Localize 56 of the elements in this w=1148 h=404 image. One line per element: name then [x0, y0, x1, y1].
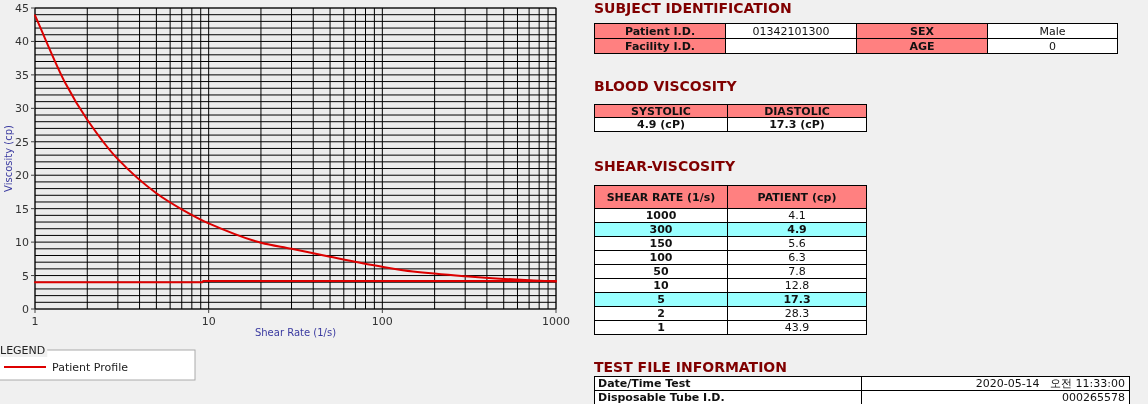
- text: 6.3: [788, 251, 806, 264]
- text: 7.8: [788, 265, 806, 278]
- y-tick-label: 5: [22, 269, 29, 283]
- text: SYSTOLIC: [631, 104, 691, 118]
- text: 10: [653, 279, 669, 292]
- text: DIASTOLIC: [764, 104, 830, 118]
- text: SHEAR-VISCOSITY: [594, 158, 736, 174]
- text: Date/Time Test: [598, 377, 691, 390]
- y-tick-label: 45: [15, 2, 29, 15]
- x-tick-label: 1: [31, 315, 39, 328]
- text: BLOOD VISCOSITY: [594, 78, 737, 94]
- text: 17.3: [783, 293, 811, 306]
- x-axis-title: Shear Rate (1/s): [254, 327, 337, 338]
- text: 300: [649, 223, 673, 236]
- text: PATIENT (cp): [757, 190, 837, 204]
- x-tick-label: 1000: [542, 315, 570, 328]
- text: SUBJECT IDENTIFICATION: [594, 0, 792, 16]
- text: Facility I.D.: [625, 39, 695, 53]
- text: TEST FILE INFORMATION: [594, 359, 787, 375]
- text: AGE: [909, 39, 935, 53]
- text: 5.6: [788, 237, 806, 250]
- text: 50: [653, 265, 669, 278]
- x-tick-label: 100: [371, 315, 393, 328]
- y-tick-label: 20: [15, 169, 29, 183]
- y-axis-title: Viscosity (cp): [3, 124, 14, 192]
- text: 43.9: [784, 321, 810, 334]
- text: 17.3 (cP): [769, 118, 825, 131]
- text: 01342101300: [752, 24, 830, 38]
- text: 2: [657, 307, 665, 320]
- y-tick-label: 40: [15, 35, 29, 49]
- y-tick-label: 35: [15, 68, 29, 82]
- text: 000265578: [1062, 391, 1125, 404]
- text: 0: [1049, 39, 1056, 53]
- text: 28.3: [784, 307, 810, 320]
- y-tick-label: 0: [22, 303, 29, 316]
- text: Male: [1039, 24, 1066, 38]
- text: 5: [657, 293, 665, 306]
- text: 4.9 (cP): [637, 118, 685, 131]
- text: Disposable Tube I.D.: [598, 391, 725, 404]
- text: 150: [649, 237, 673, 250]
- text: 100: [649, 251, 673, 264]
- y-tick-label: 10: [15, 236, 29, 250]
- y-tick-label: 30: [15, 102, 29, 116]
- text: 2020-05-14 오전 11:33:00: [975, 376, 1125, 391]
- text: 4.1: [788, 209, 806, 222]
- text: Patient I.D.: [624, 24, 696, 38]
- text: SEX: [910, 24, 934, 38]
- text: 4.9: [787, 223, 807, 236]
- text: 12.8: [784, 279, 810, 292]
- y-tick-label: 25: [15, 135, 29, 149]
- text: 1000: [645, 209, 677, 222]
- x-tick-label: 10: [201, 315, 216, 328]
- text: SHEAR RATE (1/s): [606, 190, 716, 204]
- legend-label: Patient Profile: [52, 361, 129, 374]
- y-tick-label: 15: [15, 202, 29, 216]
- legend-title: LEGEND: [0, 344, 46, 357]
